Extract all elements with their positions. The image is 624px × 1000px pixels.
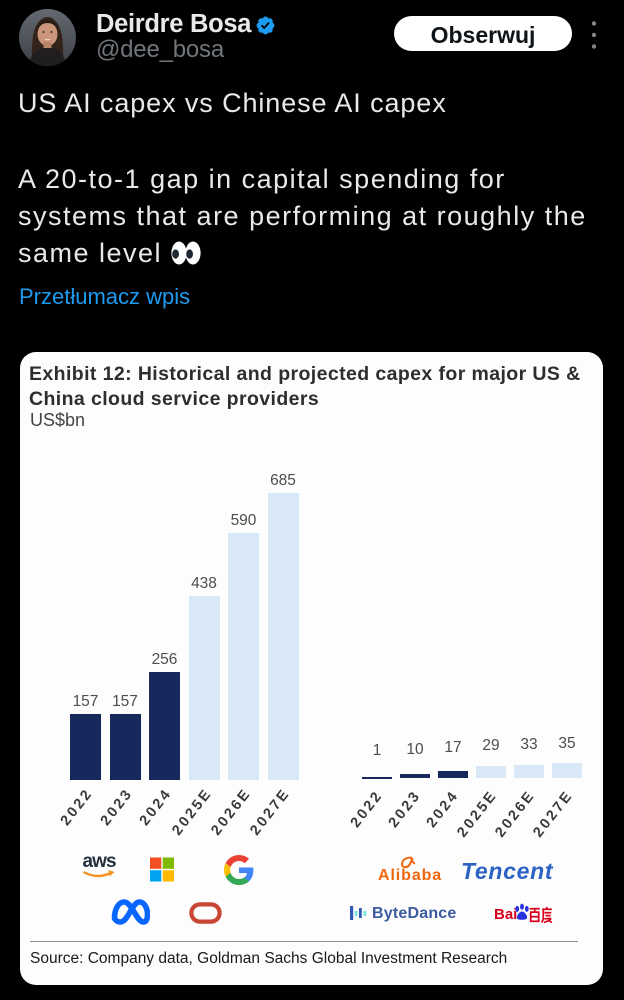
svg-text:aws: aws [83, 851, 117, 872]
